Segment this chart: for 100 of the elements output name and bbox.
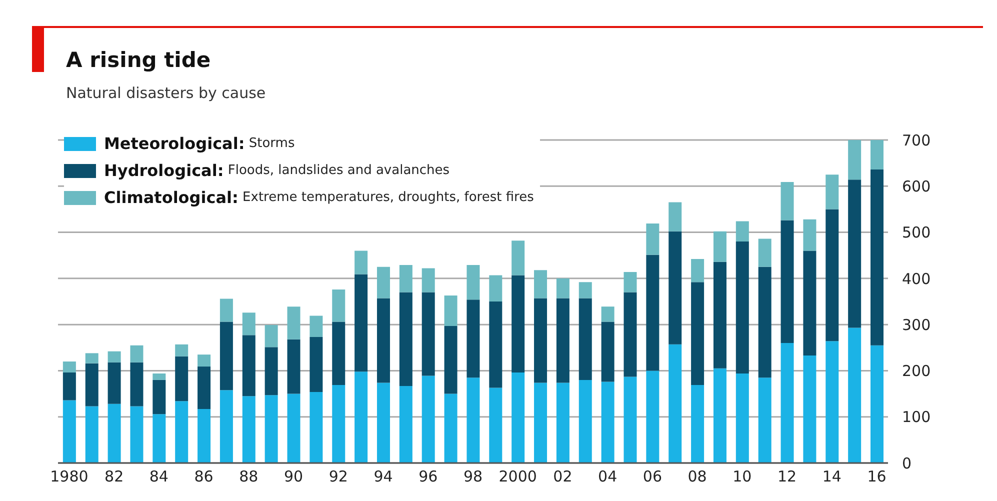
bar	[354, 372, 368, 463]
bar	[264, 395, 278, 463]
bar	[108, 351, 121, 362]
bar	[624, 272, 637, 292]
bar	[108, 362, 121, 404]
x-tick-label: 16	[867, 468, 886, 486]
x-tick-label: 2000	[498, 468, 537, 486]
bar	[287, 339, 300, 394]
bar	[870, 140, 884, 170]
bar	[152, 380, 166, 414]
x-tick-label: 92	[328, 468, 348, 486]
bar	[780, 220, 794, 344]
bar	[803, 250, 816, 356]
bar	[736, 242, 749, 374]
x-tick-label: 08	[688, 468, 707, 486]
bar	[848, 140, 862, 180]
bar	[870, 345, 884, 463]
y-tick-label: 100	[902, 408, 931, 426]
bar	[198, 409, 211, 463]
bar	[444, 394, 458, 463]
bar	[758, 266, 772, 378]
bar	[512, 240, 525, 276]
bar	[422, 268, 435, 292]
bar	[826, 209, 839, 342]
bar	[848, 328, 862, 463]
bar	[489, 275, 502, 302]
bar	[624, 292, 637, 377]
bar	[826, 174, 839, 210]
bar	[736, 221, 749, 242]
bar	[310, 337, 323, 392]
bar	[512, 372, 525, 463]
chart-title: A rising tide	[66, 48, 211, 72]
bar	[332, 290, 346, 322]
y-tick-label: 200	[902, 362, 931, 380]
bar	[198, 366, 211, 410]
bar	[780, 343, 794, 463]
bar	[668, 344, 682, 463]
bar	[668, 231, 682, 344]
bar	[624, 376, 637, 463]
bar	[578, 282, 592, 298]
bar	[332, 385, 346, 463]
bar	[713, 262, 726, 368]
bar	[85, 353, 98, 364]
bar	[691, 385, 704, 463]
bar	[399, 292, 412, 386]
bar	[220, 298, 233, 322]
bar	[85, 363, 98, 406]
bar	[264, 347, 278, 396]
bar	[646, 224, 660, 255]
bar	[422, 376, 435, 463]
bar	[62, 372, 76, 400]
bar	[646, 370, 660, 463]
bar	[848, 180, 862, 328]
bar	[399, 265, 412, 292]
bar	[287, 394, 300, 463]
bar	[354, 250, 368, 274]
bar	[758, 238, 772, 267]
bar	[310, 392, 323, 463]
bar	[713, 231, 726, 262]
x-tick-label: 06	[642, 468, 662, 486]
legend-label: Climatological: Extreme temperatures, droughts, forest fires	[104, 188, 534, 207]
bar	[175, 356, 188, 402]
bar	[870, 170, 884, 346]
bar	[803, 219, 816, 251]
x-tick-label: 98	[463, 468, 483, 486]
y-tick-label: 600	[902, 177, 931, 196]
bar	[691, 282, 704, 386]
bar	[152, 373, 166, 380]
bar	[489, 302, 502, 388]
bar	[534, 270, 548, 298]
bar	[556, 382, 570, 463]
x-tick-label: 14	[822, 468, 842, 486]
bar	[376, 266, 390, 298]
x-tick-label: 02	[553, 468, 572, 486]
bar	[691, 259, 704, 282]
bar	[556, 298, 570, 383]
bar	[85, 406, 98, 463]
bar	[444, 296, 458, 326]
y-tick-label: 500	[902, 224, 931, 242]
legend-label: Meteorological: Storms	[104, 134, 295, 153]
x-tick-label: 12	[778, 468, 797, 486]
bar	[130, 362, 144, 406]
x-tick-label: 1980	[50, 468, 88, 486]
x-tick-label: 84	[149, 468, 168, 486]
bar	[444, 326, 458, 394]
y-tick-label: 0	[902, 454, 912, 472]
bar	[466, 378, 480, 463]
bar	[242, 312, 256, 336]
bar	[130, 406, 144, 463]
x-tick-label: 10	[732, 468, 752, 486]
x-tick-label: 90	[284, 468, 304, 486]
bar	[422, 292, 435, 376]
bar	[332, 322, 346, 386]
bar	[130, 345, 144, 362]
bar	[736, 373, 749, 463]
bar	[198, 354, 211, 367]
bar	[242, 335, 256, 396]
bar	[242, 396, 256, 463]
bar	[646, 254, 660, 371]
bar	[152, 414, 166, 463]
